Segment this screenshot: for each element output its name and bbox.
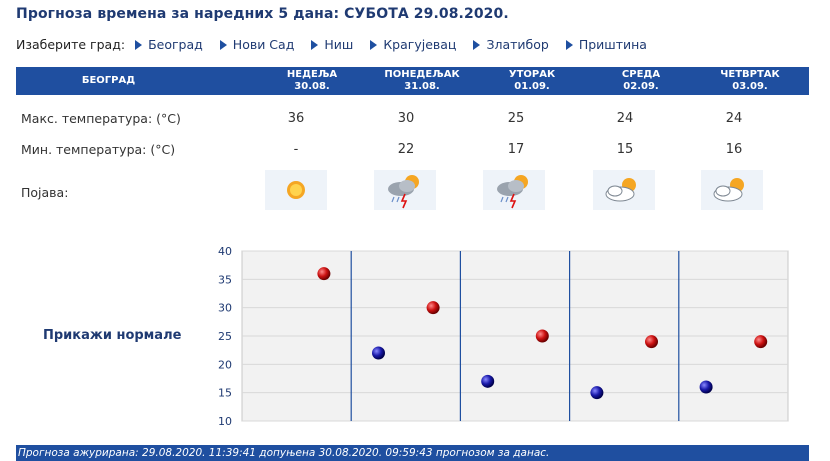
page-title: Прогноза времена за наредних 5 дана: СУБ… (16, 6, 509, 22)
city-selector-label: Изаберите град: (16, 37, 126, 52)
city-link-label: Златибор (486, 37, 549, 52)
max-temp-value: 30 (397, 111, 415, 126)
y-tick-label: 40 (218, 245, 232, 258)
y-tick-label: 25 (218, 330, 232, 343)
day-header: СРЕДА 02.09. (591, 69, 691, 93)
max-temp-value: 24 (616, 111, 634, 126)
city-header: БЕОГРАД (81, 75, 136, 86)
max-temp-label: Макс. температура: (°C) (21, 111, 181, 126)
y-tick-label: 30 (218, 302, 232, 315)
day-name: УТОРАК (508, 69, 556, 80)
update-info-footer: Прогноза ажурирана: 29.08.2020. 11:39:41… (16, 445, 809, 461)
min-temp-value: 22 (397, 142, 415, 157)
arrow-right-icon (565, 39, 573, 50)
min-temp-value: 16 (725, 142, 743, 157)
phenomenon-label: Појава: (21, 185, 69, 200)
day-date: 03.09. (732, 81, 768, 92)
city-link-label: Крагујевац (383, 37, 457, 52)
max-temp-point (754, 335, 768, 349)
min-temp-point (372, 346, 385, 360)
sunny-icon (265, 170, 327, 210)
min-temp-label: Мин. температура: (°C) (21, 142, 176, 157)
thunderstorm-icon (483, 170, 545, 210)
city-link-label: Београд (148, 37, 203, 52)
city-link-label: Нови Сад (232, 37, 295, 52)
y-tick-label: 20 (218, 358, 232, 371)
max-temp-point (426, 301, 440, 315)
day-header: ЧЕТВРТАК 03.09. (700, 69, 800, 93)
max-temp-value: 25 (507, 111, 525, 126)
city-selector: Изаберите град: Београд Нови Сад Ниш Кра… (16, 37, 664, 52)
day-name: ЧЕТВРТАК (720, 69, 780, 80)
min-temp-point (481, 374, 495, 388)
thunderstorm-icon (374, 170, 436, 210)
arrow-right-icon (370, 39, 378, 50)
day-name: СРЕДА (621, 69, 661, 80)
forecast-table-header: БЕОГРАД НЕДЕЉА 30.08. ПОНЕДЕЉАК 31.08. УТО… (16, 67, 809, 95)
y-tick-label: 35 (218, 273, 232, 286)
day-name: НЕДЕЉА (286, 69, 338, 80)
arrow-right-icon (219, 39, 227, 50)
city-link-label: Ниш (324, 37, 354, 52)
arrow-right-icon (311, 39, 319, 50)
show-normals-link[interactable]: Прикажи нормале (43, 328, 182, 343)
y-tick-label: 10 (218, 415, 232, 428)
city-link-label: Приштина (578, 37, 647, 52)
partly-cloudy-icon (701, 170, 763, 210)
day-header: УТОРАК 01.09. (482, 69, 582, 93)
min-temp-value: 15 (616, 142, 634, 157)
max-temp-point (645, 335, 658, 349)
city-link-beograd[interactable]: Београд (135, 37, 203, 52)
city-link-pristina[interactable]: Приштина (565, 37, 647, 52)
day-header: ПОНЕДЕЉАК 31.08. (372, 69, 472, 93)
max-temp-value: 24 (725, 111, 743, 126)
y-tick-label: 15 (218, 387, 232, 400)
city-link-nis[interactable]: Ниш (311, 37, 353, 52)
day-date: 30.08. (294, 81, 330, 92)
partly-cloudy-icon (593, 170, 655, 210)
max-temp-value: 36 (287, 111, 305, 126)
temperature-chart: 40 35 30 25 20 15 10 (218, 245, 789, 428)
day-date: 01.09. (514, 81, 550, 92)
day-header: НЕДЕЉА 30.08. (262, 69, 362, 93)
max-temp-point (317, 267, 331, 281)
city-link-novi-sad[interactable]: Нови Сад (219, 37, 295, 52)
min-temp-point (699, 380, 713, 394)
min-temp-value: 17 (507, 142, 525, 157)
min-temp-point (590, 386, 604, 400)
arrow-right-icon (473, 39, 481, 50)
arrow-right-icon (135, 39, 143, 50)
city-link-kragujevac[interactable]: Крагујевац (370, 37, 456, 52)
min-temp-value: - (293, 142, 299, 157)
day-date: 02.09. (623, 81, 659, 92)
max-temp-point (535, 329, 549, 343)
day-date: 31.08. (404, 81, 440, 92)
city-link-zlatibor[interactable]: Златибор (473, 37, 549, 52)
day-name: ПОНЕДЕЉАК (384, 69, 460, 80)
